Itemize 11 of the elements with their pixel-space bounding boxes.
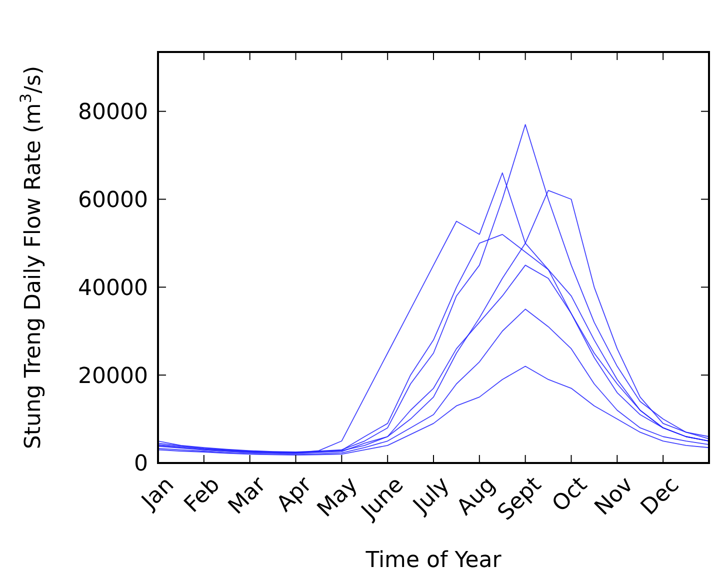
- x-axis-title: Time of Year: [364, 548, 502, 573]
- y-tick-label: 60000: [78, 188, 148, 213]
- x-tick-label: Dec: [636, 472, 684, 520]
- x-tick-label: Oct: [548, 472, 593, 518]
- y-tick-label: 80000: [78, 100, 148, 126]
- y-tick-label: 40000: [78, 276, 148, 301]
- x-tick-label: Nov: [590, 472, 638, 520]
- x-tick-label: Apr: [272, 472, 318, 518]
- x-tick-label: Mar: [224, 472, 272, 520]
- y-tick-label: 20000: [78, 364, 148, 389]
- x-tick-label: Feb: [180, 472, 226, 518]
